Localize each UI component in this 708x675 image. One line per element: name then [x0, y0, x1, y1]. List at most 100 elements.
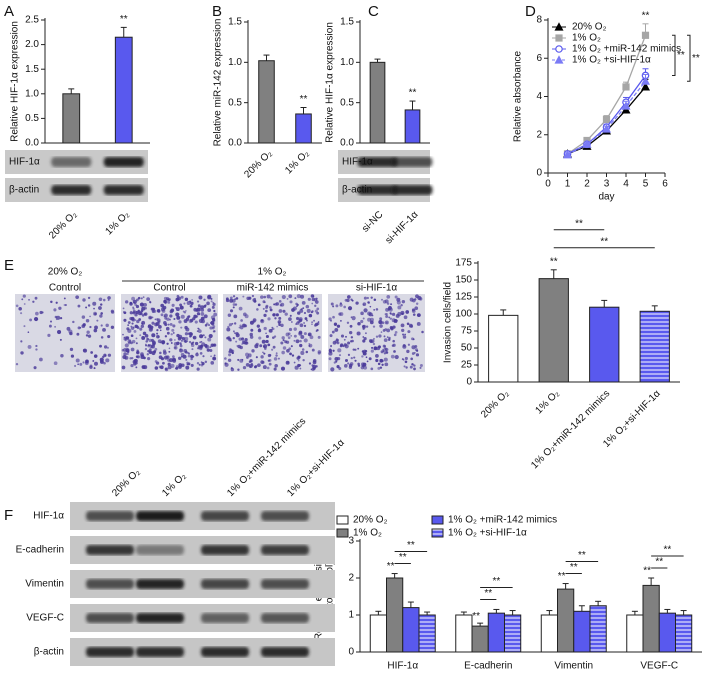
- cell: [253, 365, 257, 369]
- cell: [365, 349, 368, 353]
- cell: [160, 303, 165, 308]
- cell: [415, 302, 419, 305]
- cell: [142, 296, 145, 299]
- cell: [287, 332, 291, 336]
- cell: [18, 306, 22, 311]
- cell: [265, 304, 269, 308]
- cell: [75, 295, 80, 300]
- cell: [238, 337, 242, 341]
- cell: [198, 295, 203, 300]
- cell: [89, 365, 93, 369]
- cell: [229, 296, 233, 300]
- cell: [416, 313, 421, 318]
- cell: [105, 323, 109, 328]
- cell: [200, 361, 203, 364]
- cell: [245, 352, 249, 357]
- cell: [316, 322, 320, 326]
- cell: [260, 319, 264, 322]
- cell: [172, 331, 175, 334]
- cell: [208, 333, 213, 339]
- cell: [189, 334, 193, 338]
- cell: [411, 308, 415, 312]
- cell: [110, 309, 114, 313]
- cell: [279, 304, 283, 307]
- y-tick-label: 1.5: [25, 64, 39, 75]
- cell: [151, 340, 156, 344]
- legend-label: 1% O₂ +si-HIF-1α: [572, 55, 651, 66]
- cell: [156, 318, 161, 323]
- cell: [258, 336, 262, 340]
- cell: [246, 296, 250, 301]
- cell: [147, 324, 152, 329]
- cell: [388, 306, 392, 310]
- cell: [55, 301, 58, 304]
- cell: [176, 315, 181, 320]
- cell: [27, 344, 32, 349]
- cell: [157, 335, 160, 339]
- cell: [268, 362, 272, 366]
- cell: [235, 333, 240, 338]
- legend-label: 1% O₂: [572, 33, 601, 44]
- cell: [343, 364, 348, 368]
- cell: [303, 322, 305, 324]
- cell: [349, 331, 353, 335]
- cell: [267, 343, 271, 347]
- cell: [180, 295, 184, 299]
- panel-letter: C: [368, 3, 379, 20]
- y-tick-label: 2: [348, 573, 354, 584]
- y-tick-label: 125: [455, 292, 472, 303]
- cell: [396, 319, 398, 322]
- cell: [414, 345, 418, 348]
- cell: [344, 358, 349, 362]
- cell: [306, 308, 311, 313]
- blot-band: [86, 579, 134, 589]
- y-tick-label: 4: [536, 91, 542, 102]
- cell: [315, 330, 318, 332]
- significance-label: **: [120, 14, 128, 25]
- cell: [405, 366, 408, 369]
- cell: [171, 328, 175, 332]
- cell: [199, 334, 204, 339]
- cell: [183, 302, 186, 305]
- cell: [268, 306, 272, 309]
- cell: [232, 303, 236, 306]
- cell: [84, 361, 89, 366]
- cell: [141, 308, 143, 311]
- cell: [238, 306, 243, 311]
- cell: [357, 321, 361, 326]
- bar: [573, 610, 591, 653]
- cell: [146, 353, 149, 356]
- significance-label: **: [399, 552, 407, 563]
- cell: [151, 333, 156, 338]
- cell: [242, 366, 247, 370]
- cell: [371, 346, 374, 349]
- cell: [205, 345, 208, 348]
- cell: [144, 347, 148, 351]
- cell: [414, 298, 417, 301]
- cell: [386, 294, 391, 299]
- cell: [417, 295, 422, 301]
- cell: [176, 333, 180, 338]
- cell: [314, 323, 317, 327]
- cell: [263, 295, 267, 299]
- bar: [589, 605, 607, 653]
- cell: [100, 324, 103, 327]
- cell: [194, 320, 198, 324]
- image-group-label: 1% O₂: [258, 267, 287, 278]
- y-axis-label: Relative absorbance: [513, 50, 524, 142]
- cell: [194, 341, 199, 346]
- y-tick-label: 25: [461, 360, 473, 371]
- cell: [328, 357, 332, 361]
- cell: [384, 349, 387, 352]
- blot-band: [261, 647, 309, 657]
- cell: [301, 348, 305, 351]
- x-tick-label: 20% O₂: [47, 209, 79, 241]
- cell: [346, 295, 351, 299]
- cell: [167, 323, 170, 326]
- cell: [244, 338, 248, 342]
- cell: [227, 313, 232, 317]
- cell: [146, 297, 150, 301]
- cell: [249, 335, 254, 339]
- cell: [151, 309, 155, 313]
